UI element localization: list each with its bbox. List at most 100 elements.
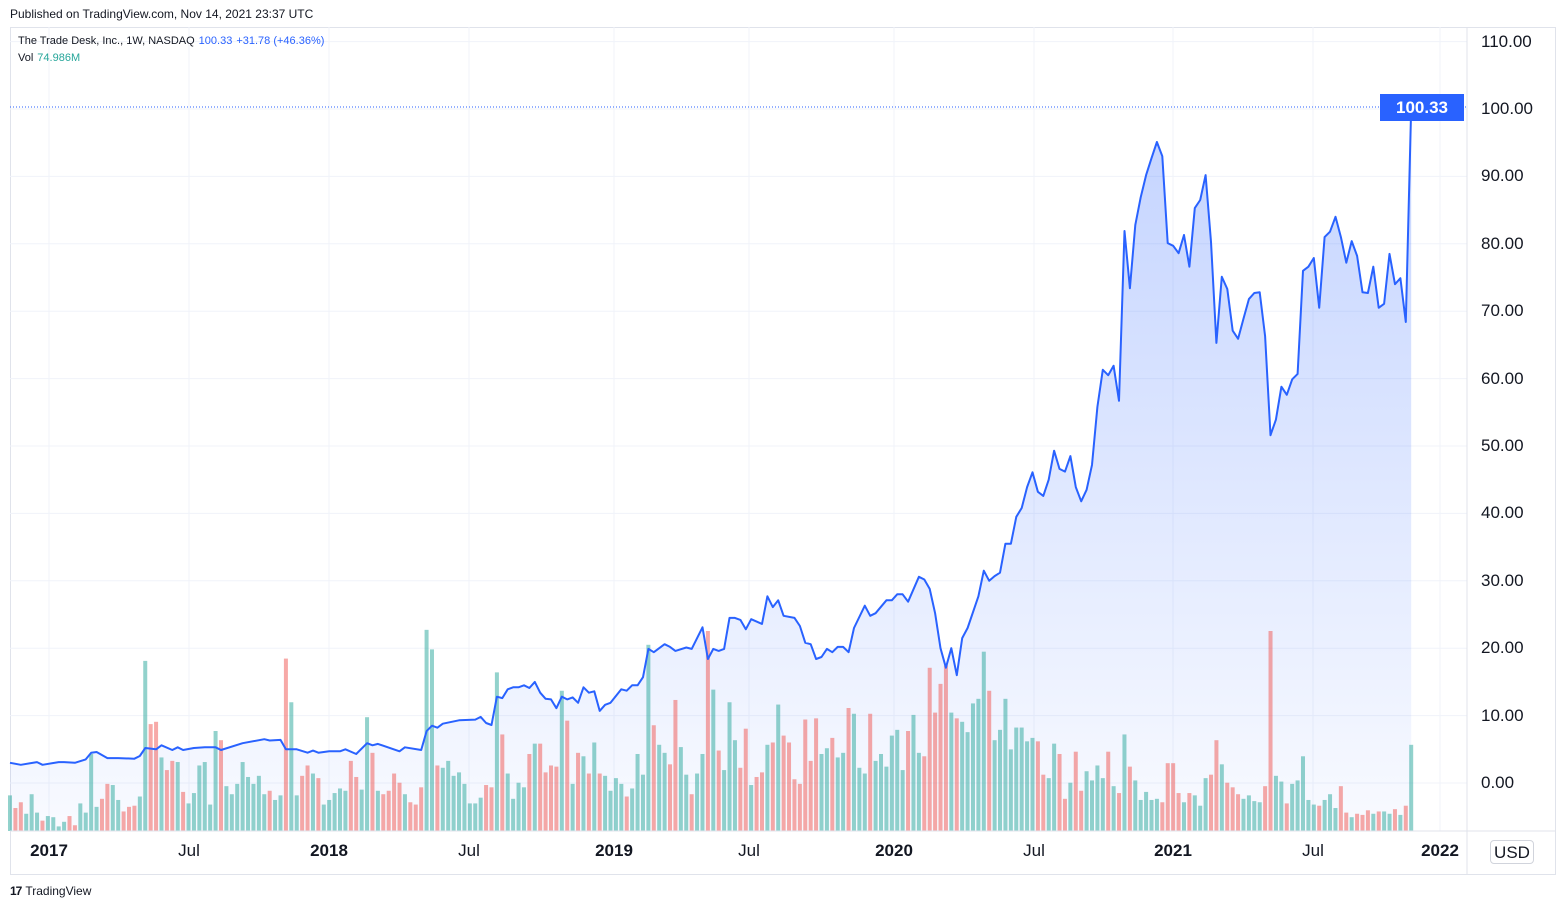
volume-bar-down [170, 760, 175, 831]
volume-bar-down [868, 713, 873, 831]
volume-bar-up [143, 660, 148, 831]
volume-bar-down [397, 782, 402, 831]
volume-bar-up [116, 799, 121, 831]
price-area [10, 106, 1412, 832]
volume-bar-up [678, 747, 683, 831]
price-tick-label: 50.00 [1481, 436, 1524, 455]
volume-bar-up [727, 702, 732, 831]
volume-bar-down [554, 766, 559, 831]
volume-bar-down [1127, 766, 1132, 831]
tradingview-logo[interactable]: 17 TradingView [10, 884, 91, 898]
volume-bar-down [1317, 805, 1322, 831]
volume-bar-down [1403, 805, 1408, 831]
volume-bar-up [1252, 801, 1257, 831]
volume-bar-down [1360, 814, 1365, 831]
volume-bar-down [305, 765, 310, 831]
chart-frame [10, 27, 1556, 875]
volume-bar-down [1230, 787, 1235, 831]
volume-bar-up [592, 742, 597, 831]
volume-bar-down [316, 778, 321, 831]
volume-bar-down [1214, 740, 1219, 831]
volume-bar-up [1046, 778, 1051, 831]
volume-bar-down [1041, 774, 1046, 831]
volume-bar-down [489, 787, 494, 831]
volume-bar-down [624, 796, 629, 831]
volume-bar-down [386, 790, 391, 831]
volume-bar-up [722, 770, 727, 831]
volume-bar-up [700, 753, 705, 831]
volume-bar-down [1263, 786, 1268, 831]
volume-bar-down [1392, 809, 1397, 831]
volume-bar-down [586, 773, 591, 831]
volume-bar-up [1273, 775, 1278, 831]
volume-bar-down [18, 802, 23, 831]
volume-bar-down [1376, 811, 1381, 831]
volume-bar-up [630, 788, 635, 831]
volume-bar-down [759, 772, 764, 831]
volume-bar-up [1295, 780, 1300, 831]
volume-bar-up [332, 793, 337, 831]
volume-bar-up [824, 748, 829, 831]
volume-bar-up [603, 775, 608, 831]
volume-bar-down [787, 742, 792, 831]
volume-bar-down [408, 802, 413, 831]
currency-button[interactable]: USD [1490, 840, 1534, 864]
volume-bar-up [749, 785, 754, 831]
volume-bar-up [273, 799, 278, 831]
volume-bar-up [256, 775, 261, 831]
symbol-title: The Trade Desk, Inc., 1W, NASDAQ [18, 35, 195, 47]
volume-bar-down [484, 785, 489, 831]
volume-bar-up [619, 783, 624, 831]
price-tick-label: 70.00 [1481, 301, 1524, 321]
volume-bar-up [819, 753, 824, 831]
volume-bar-up [711, 689, 716, 831]
volume-bar-up [1144, 791, 1149, 831]
volume-bar-up [1122, 734, 1127, 831]
volume-bar-down [1355, 813, 1360, 831]
volume-bar-up [327, 799, 332, 831]
volume-bar-down [565, 720, 570, 831]
volume-bar-up [224, 786, 229, 831]
volume-bar-down [1236, 794, 1241, 831]
volume-bar-up [1382, 811, 1387, 831]
price-tick-label: 90.00 [1481, 166, 1524, 186]
volume-bar-down [1106, 751, 1111, 831]
volume-bar-up [511, 798, 516, 831]
volume-bar-down [933, 712, 938, 831]
volume-bar-up [78, 803, 83, 831]
volume-bar-up [310, 773, 315, 831]
volume-bar-up [110, 785, 115, 831]
volume-bar-down [419, 787, 424, 831]
volume-bar-up [24, 813, 29, 831]
volume-bar-up [213, 731, 218, 831]
volume-bar-down [651, 725, 656, 831]
volume-bar-down [716, 750, 721, 831]
volume-legend: Vol 74.986M [18, 52, 80, 64]
volume-bar-down [164, 770, 169, 831]
volume-bar-up [278, 795, 283, 831]
volume-bar-up [8, 795, 12, 831]
volume-label: Vol [18, 52, 34, 64]
volume-bar-up [684, 774, 689, 831]
time-tick-label: Jul [1302, 841, 1324, 860]
volume-bar-down [803, 719, 808, 831]
volume-bar-down [954, 718, 959, 831]
volume-bar-up [1371, 813, 1376, 831]
volume-bar-down [105, 783, 110, 831]
volume-bar-down [770, 742, 775, 831]
time-tick-label: Jul [178, 841, 200, 860]
volume-bar-up [998, 729, 1003, 831]
volume-bar-up [29, 794, 34, 831]
price-area-fill [10, 106, 1412, 832]
volume-bar-up [402, 794, 407, 831]
volume-bar-up [970, 703, 975, 831]
volume-bar-up [862, 773, 867, 831]
volume-bar-down [846, 708, 851, 831]
volume-bar-up [359, 789, 364, 831]
volume-bar-down [370, 752, 375, 831]
time-tick-label: Jul [458, 841, 480, 860]
last-price-label: 100.33 [1380, 94, 1464, 121]
volume-bar-up [457, 772, 462, 831]
volume-bar-up [889, 735, 894, 831]
